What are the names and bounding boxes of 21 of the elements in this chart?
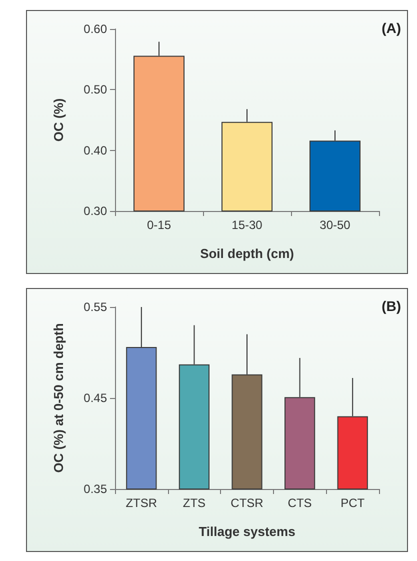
x-tick-label: CTSR bbox=[230, 496, 264, 510]
x-tick-label: 30-50 bbox=[320, 218, 351, 232]
y-tick-label: 0.45 bbox=[84, 391, 108, 405]
y-tick-label: 0.60 bbox=[84, 22, 108, 36]
x-axis-title: Tillage systems bbox=[198, 524, 296, 539]
x-tick-label: 0-15 bbox=[146, 218, 172, 232]
x-axis-title: Soil depth (cm) bbox=[200, 246, 294, 261]
y-tick-label: 0.50 bbox=[84, 82, 108, 97]
y-tick-label: 0.40 bbox=[84, 143, 108, 158]
text: (A) bbox=[382, 20, 402, 36]
y-tick-label: 0.35 bbox=[84, 482, 108, 496]
y-axis-title: OC (%) at 0-50 cm depth bbox=[51, 323, 66, 473]
x-tick-label: 15-30 bbox=[232, 218, 263, 232]
y-tick-label: 0.55 bbox=[84, 300, 108, 314]
text: (B) bbox=[382, 298, 402, 314]
x-tick-label: ZTS bbox=[182, 496, 206, 510]
y-axis-title: OC (%) bbox=[51, 98, 66, 142]
y-tick-label: 0.30 bbox=[84, 204, 108, 218]
x-tick-label: PCT bbox=[340, 496, 366, 510]
x-tick-label: CTS bbox=[288, 496, 312, 510]
x-tick-label: ZTSR bbox=[126, 496, 158, 510]
